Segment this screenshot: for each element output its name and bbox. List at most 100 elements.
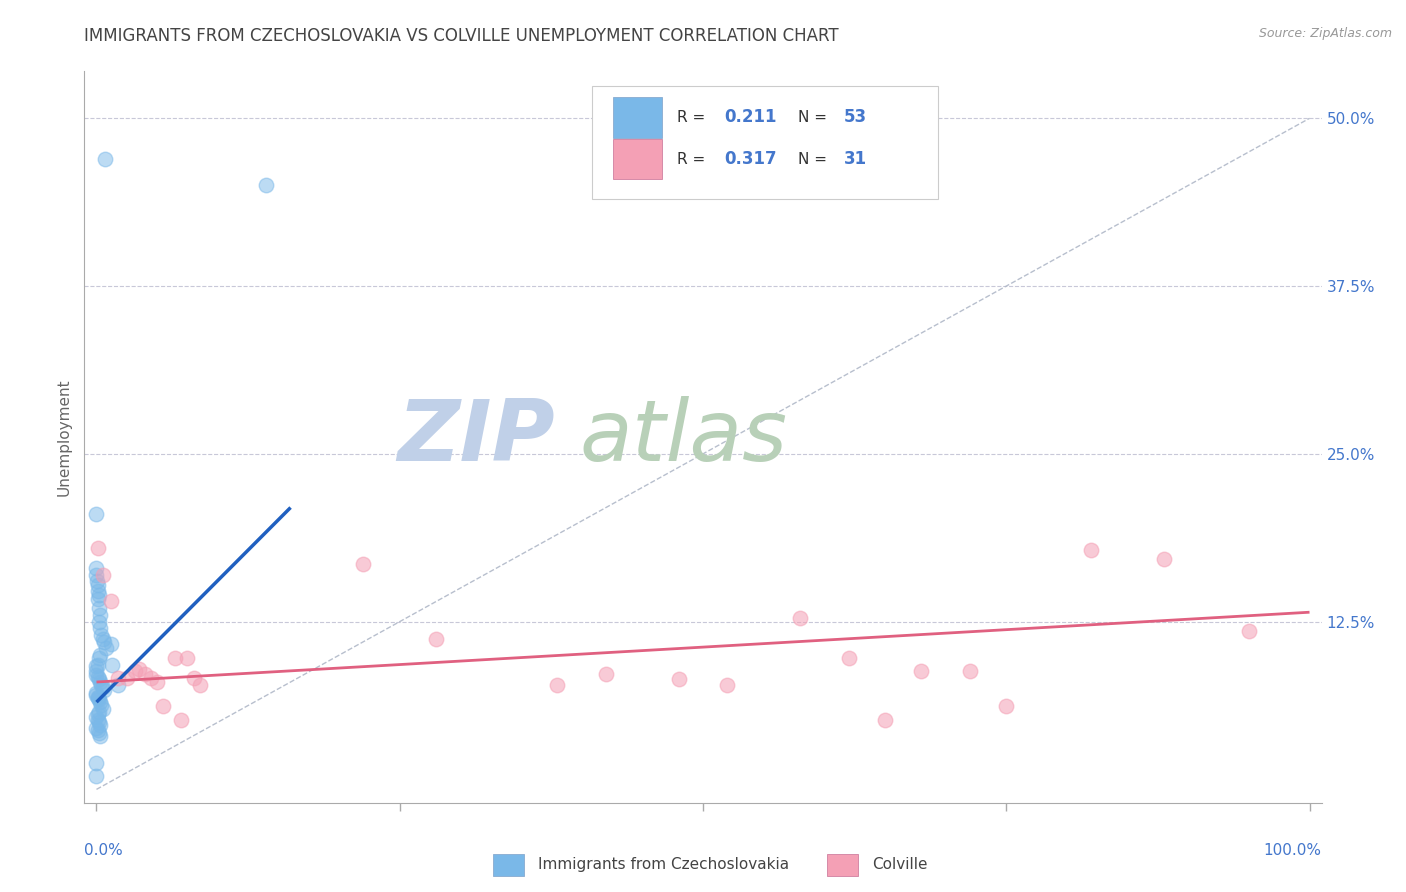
Point <box>546 678 568 692</box>
Point <box>94 152 117 166</box>
Point <box>165 651 187 665</box>
Text: Immigrants from Czechoslovakia: Immigrants from Czechoslovakia <box>538 857 790 872</box>
Point <box>86 561 108 575</box>
Point <box>668 673 690 687</box>
Point <box>170 713 193 727</box>
Point <box>716 678 738 692</box>
Point <box>124 665 146 679</box>
Point <box>910 665 932 679</box>
Point <box>86 691 108 706</box>
Point <box>146 675 169 690</box>
Point <box>93 634 115 648</box>
Point <box>89 718 111 732</box>
Point <box>86 690 108 704</box>
Text: 53: 53 <box>844 109 868 127</box>
Point <box>959 665 981 679</box>
Point <box>86 583 108 598</box>
Point <box>873 713 896 727</box>
Point <box>86 578 108 592</box>
Text: 0.0%: 0.0% <box>84 843 124 858</box>
Point <box>595 667 617 681</box>
Text: R =: R = <box>678 152 710 167</box>
Text: 0.317: 0.317 <box>724 150 776 168</box>
Text: N =: N = <box>799 110 832 125</box>
Text: IMMIGRANTS FROM CZECHOSLOVAKIA VS COLVILLE UNEMPLOYMENT CORRELATION CHART: IMMIGRANTS FROM CZECHOSLOVAKIA VS COLVIL… <box>84 27 839 45</box>
Point <box>86 668 108 682</box>
Point <box>87 651 110 665</box>
Point <box>176 651 198 665</box>
FancyBboxPatch shape <box>613 139 662 179</box>
Point <box>152 699 174 714</box>
Point <box>86 574 108 589</box>
Point <box>89 695 111 709</box>
Point <box>1080 543 1102 558</box>
Point <box>86 707 108 722</box>
Point <box>1237 624 1260 638</box>
Point <box>789 610 811 624</box>
Point <box>96 641 118 656</box>
Point <box>87 673 110 687</box>
Point <box>1153 551 1175 566</box>
Point <box>90 628 112 642</box>
Point <box>93 683 115 698</box>
Point <box>100 637 122 651</box>
Point <box>254 178 277 193</box>
Point <box>87 588 110 602</box>
Point <box>91 702 114 716</box>
Point <box>86 541 108 555</box>
Point <box>86 721 108 735</box>
FancyBboxPatch shape <box>613 97 662 137</box>
Text: N =: N = <box>799 152 832 167</box>
Point <box>86 769 108 783</box>
Point <box>87 615 110 629</box>
Point <box>139 671 162 685</box>
Point <box>107 678 129 692</box>
Point <box>89 621 111 635</box>
Point <box>134 667 156 681</box>
Point <box>101 657 124 672</box>
Point <box>107 671 129 685</box>
Point <box>87 601 110 615</box>
Point <box>86 508 108 522</box>
Point <box>86 713 108 727</box>
Point <box>86 686 108 700</box>
Point <box>183 671 205 685</box>
Text: Colville: Colville <box>873 857 928 872</box>
Point <box>86 659 108 673</box>
Point <box>995 699 1018 714</box>
Point <box>86 710 108 724</box>
Text: ZIP: ZIP <box>396 395 554 479</box>
FancyBboxPatch shape <box>592 86 938 200</box>
Text: R =: R = <box>678 110 710 125</box>
Point <box>425 632 447 646</box>
Point <box>352 557 374 571</box>
Point <box>86 665 108 679</box>
Text: atlas: atlas <box>579 395 787 479</box>
Point <box>86 567 108 582</box>
Point <box>838 651 860 665</box>
Point <box>86 756 108 770</box>
Point <box>86 689 108 703</box>
Text: Source: ZipAtlas.com: Source: ZipAtlas.com <box>1258 27 1392 40</box>
Point <box>89 648 111 662</box>
Point <box>90 678 112 692</box>
FancyBboxPatch shape <box>827 854 858 876</box>
Point <box>89 729 111 743</box>
Point <box>86 657 108 672</box>
Point <box>87 715 110 730</box>
Point <box>91 681 114 695</box>
Point <box>91 632 114 646</box>
Point <box>115 671 138 685</box>
Point <box>91 567 114 582</box>
Point <box>87 705 110 719</box>
FancyBboxPatch shape <box>492 854 523 876</box>
Point <box>86 670 108 684</box>
Point <box>89 675 111 690</box>
Point <box>100 594 122 608</box>
Text: 100.0%: 100.0% <box>1264 843 1322 858</box>
Text: 0.211: 0.211 <box>724 109 776 127</box>
Point <box>86 723 108 738</box>
Point <box>87 726 110 740</box>
Point <box>188 678 211 692</box>
Point <box>86 591 108 606</box>
